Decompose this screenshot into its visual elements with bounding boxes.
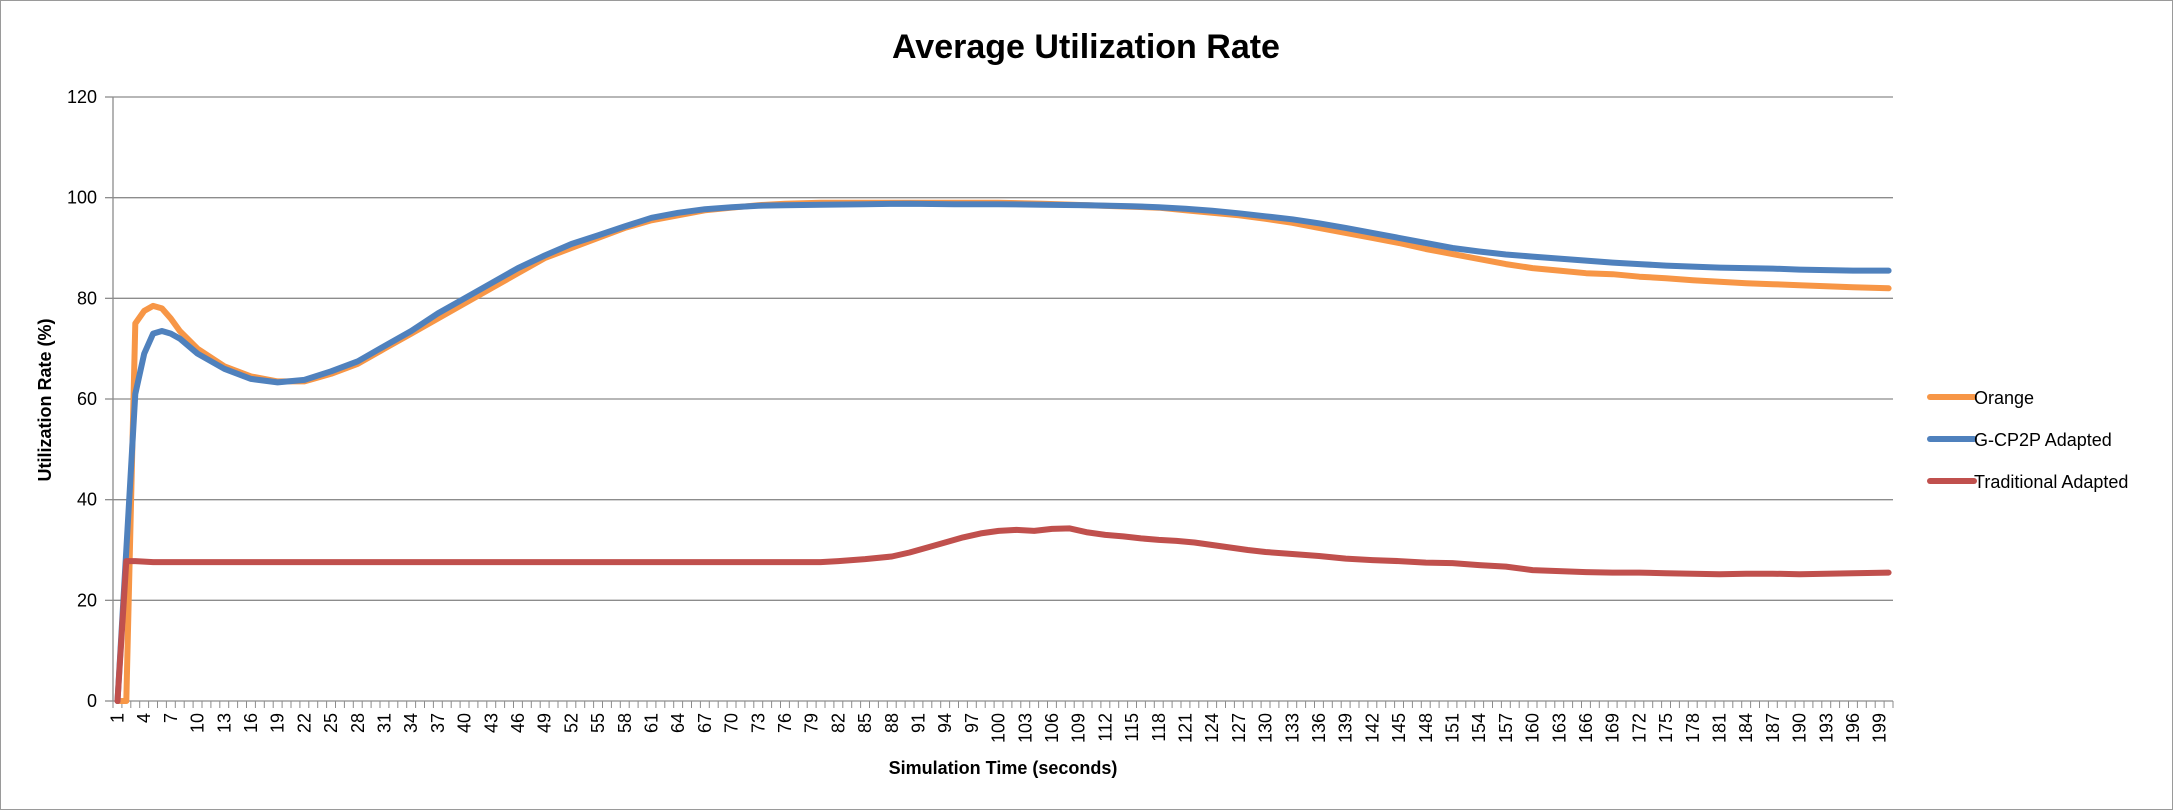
x-tick-label: 169 [1603,713,1623,743]
x-tick-label: 64 [668,713,688,733]
x-tick-label: 115 [1122,713,1142,742]
x-tick-label: 43 [481,713,501,733]
x-tick-label: 184 [1736,713,1756,743]
x-tick-label: 160 [1523,713,1543,743]
x-tick-label: 52 [561,713,581,733]
x-tick-label: 175 [1656,713,1676,743]
x-tick-label: 103 [1015,713,1035,743]
x-tick-label: 34 [401,713,421,733]
x-tick-label: 187 [1763,713,1783,743]
x-tick-label: 49 [535,713,555,733]
x-tick-label: 127 [1229,713,1249,743]
x-tick-label: 79 [802,713,822,733]
axes [112,97,1894,708]
x-tick-label: 55 [588,713,608,733]
x-tick-label: 40 [455,713,475,733]
x-tick-label: 124 [1202,713,1222,743]
series-lines [114,199,1892,704]
x-tick-label: 133 [1282,713,1302,743]
x-tick-labels: 1 4 7 10 13 16 19 22 25 28 31 34 37 40 43 46 49 52 55 58 61 6… [107,713,1889,743]
x-tick-label: 85 [855,713,875,733]
x-tick-label: 4 [134,713,154,723]
x-tick-label: 154 [1469,713,1489,743]
x-tick-label: 136 [1309,713,1329,743]
legend-label-1: G-CP2P Adapted [1974,430,2112,450]
x-tick-label: 16 [241,713,261,733]
series-line-1 [114,200,1892,704]
x-tick-label: 118 [1149,713,1169,742]
x-tick-label: 67 [695,713,715,733]
x-tick-label: 46 [508,713,528,733]
x-tick-label: 94 [935,713,955,733]
legend-label-0: Orange [1974,388,2034,408]
x-tick-label: 1 [107,713,127,723]
x-tick-label: 151 [1442,713,1462,743]
x-tick-label: 112 [1095,713,1115,742]
x-tick-label: 19 [268,713,288,733]
x-tick-label: 10 [188,713,208,733]
y-tick-label: 60 [77,389,97,409]
y-tick-label: 100 [67,188,97,208]
legend-label-2: Traditional Adapted [1974,472,2128,492]
x-tick-label: 121 [1175,713,1195,743]
x-tick-label: 73 [748,713,768,733]
x-tick-label: 106 [1042,713,1062,743]
y-tick-label: 0 [87,691,97,711]
x-tick-label: 76 [775,713,795,733]
x-tick-label: 130 [1256,713,1276,743]
x-tick-label: 181 [1709,713,1729,743]
x-tick-label: 91 [908,713,928,733]
x-tick-label: 199 [1870,713,1890,743]
y-tick-label: 120 [67,87,97,107]
x-tick-label: 7 [161,713,181,723]
y-axis-label: Utilization Rate (%) [35,318,55,481]
x-tick-label: 196 [1843,713,1863,743]
x-tick-label: 97 [962,713,982,733]
x-tick-label: 100 [989,713,1009,743]
x-tick-label: 142 [1362,713,1382,743]
x-tick-label: 61 [641,713,661,733]
series-line-0 [114,199,1892,704]
x-tick-label: 88 [882,713,902,733]
x-tick-label: 190 [1790,713,1810,743]
x-tick-label: 193 [1816,713,1836,743]
x-tick-label: 166 [1576,713,1596,743]
x-tick-label: 70 [722,713,742,733]
series-line-2 [114,525,1892,704]
x-axis-label: Simulation Time (seconds) [889,758,1118,778]
x-tick-label: 163 [1549,713,1569,743]
grid-lines [105,96,1893,702]
y-tick-label: 80 [77,288,97,308]
x-tick-label: 109 [1069,713,1089,743]
x-tick-label: 37 [428,713,448,733]
legend: Orange G-CP2P Adapted Traditional Adapted [1927,388,2128,492]
y-tick-label: 20 [77,590,97,610]
chart-title: Average Utilization Rate [892,28,1280,66]
x-tick-label: 25 [321,713,341,733]
x-tick-label: 145 [1389,713,1409,743]
x-tick-label: 148 [1416,713,1436,743]
x-tick-label: 58 [615,713,635,733]
x-tick-label: 178 [1683,713,1703,743]
x-tick-label: 31 [374,713,394,733]
y-tick-label: 40 [77,490,97,510]
x-tick-label: 22 [294,713,314,733]
x-tick-label: 28 [348,713,368,733]
x-tick-label: 82 [828,713,848,733]
x-tick-label: 139 [1336,713,1356,743]
x-tick-label: 157 [1496,713,1516,743]
y-tick-labels: 0 20 40 60 80 100 120 [67,87,97,711]
x-tick-label: 172 [1629,713,1649,743]
x-tick-label: 13 [214,713,234,733]
